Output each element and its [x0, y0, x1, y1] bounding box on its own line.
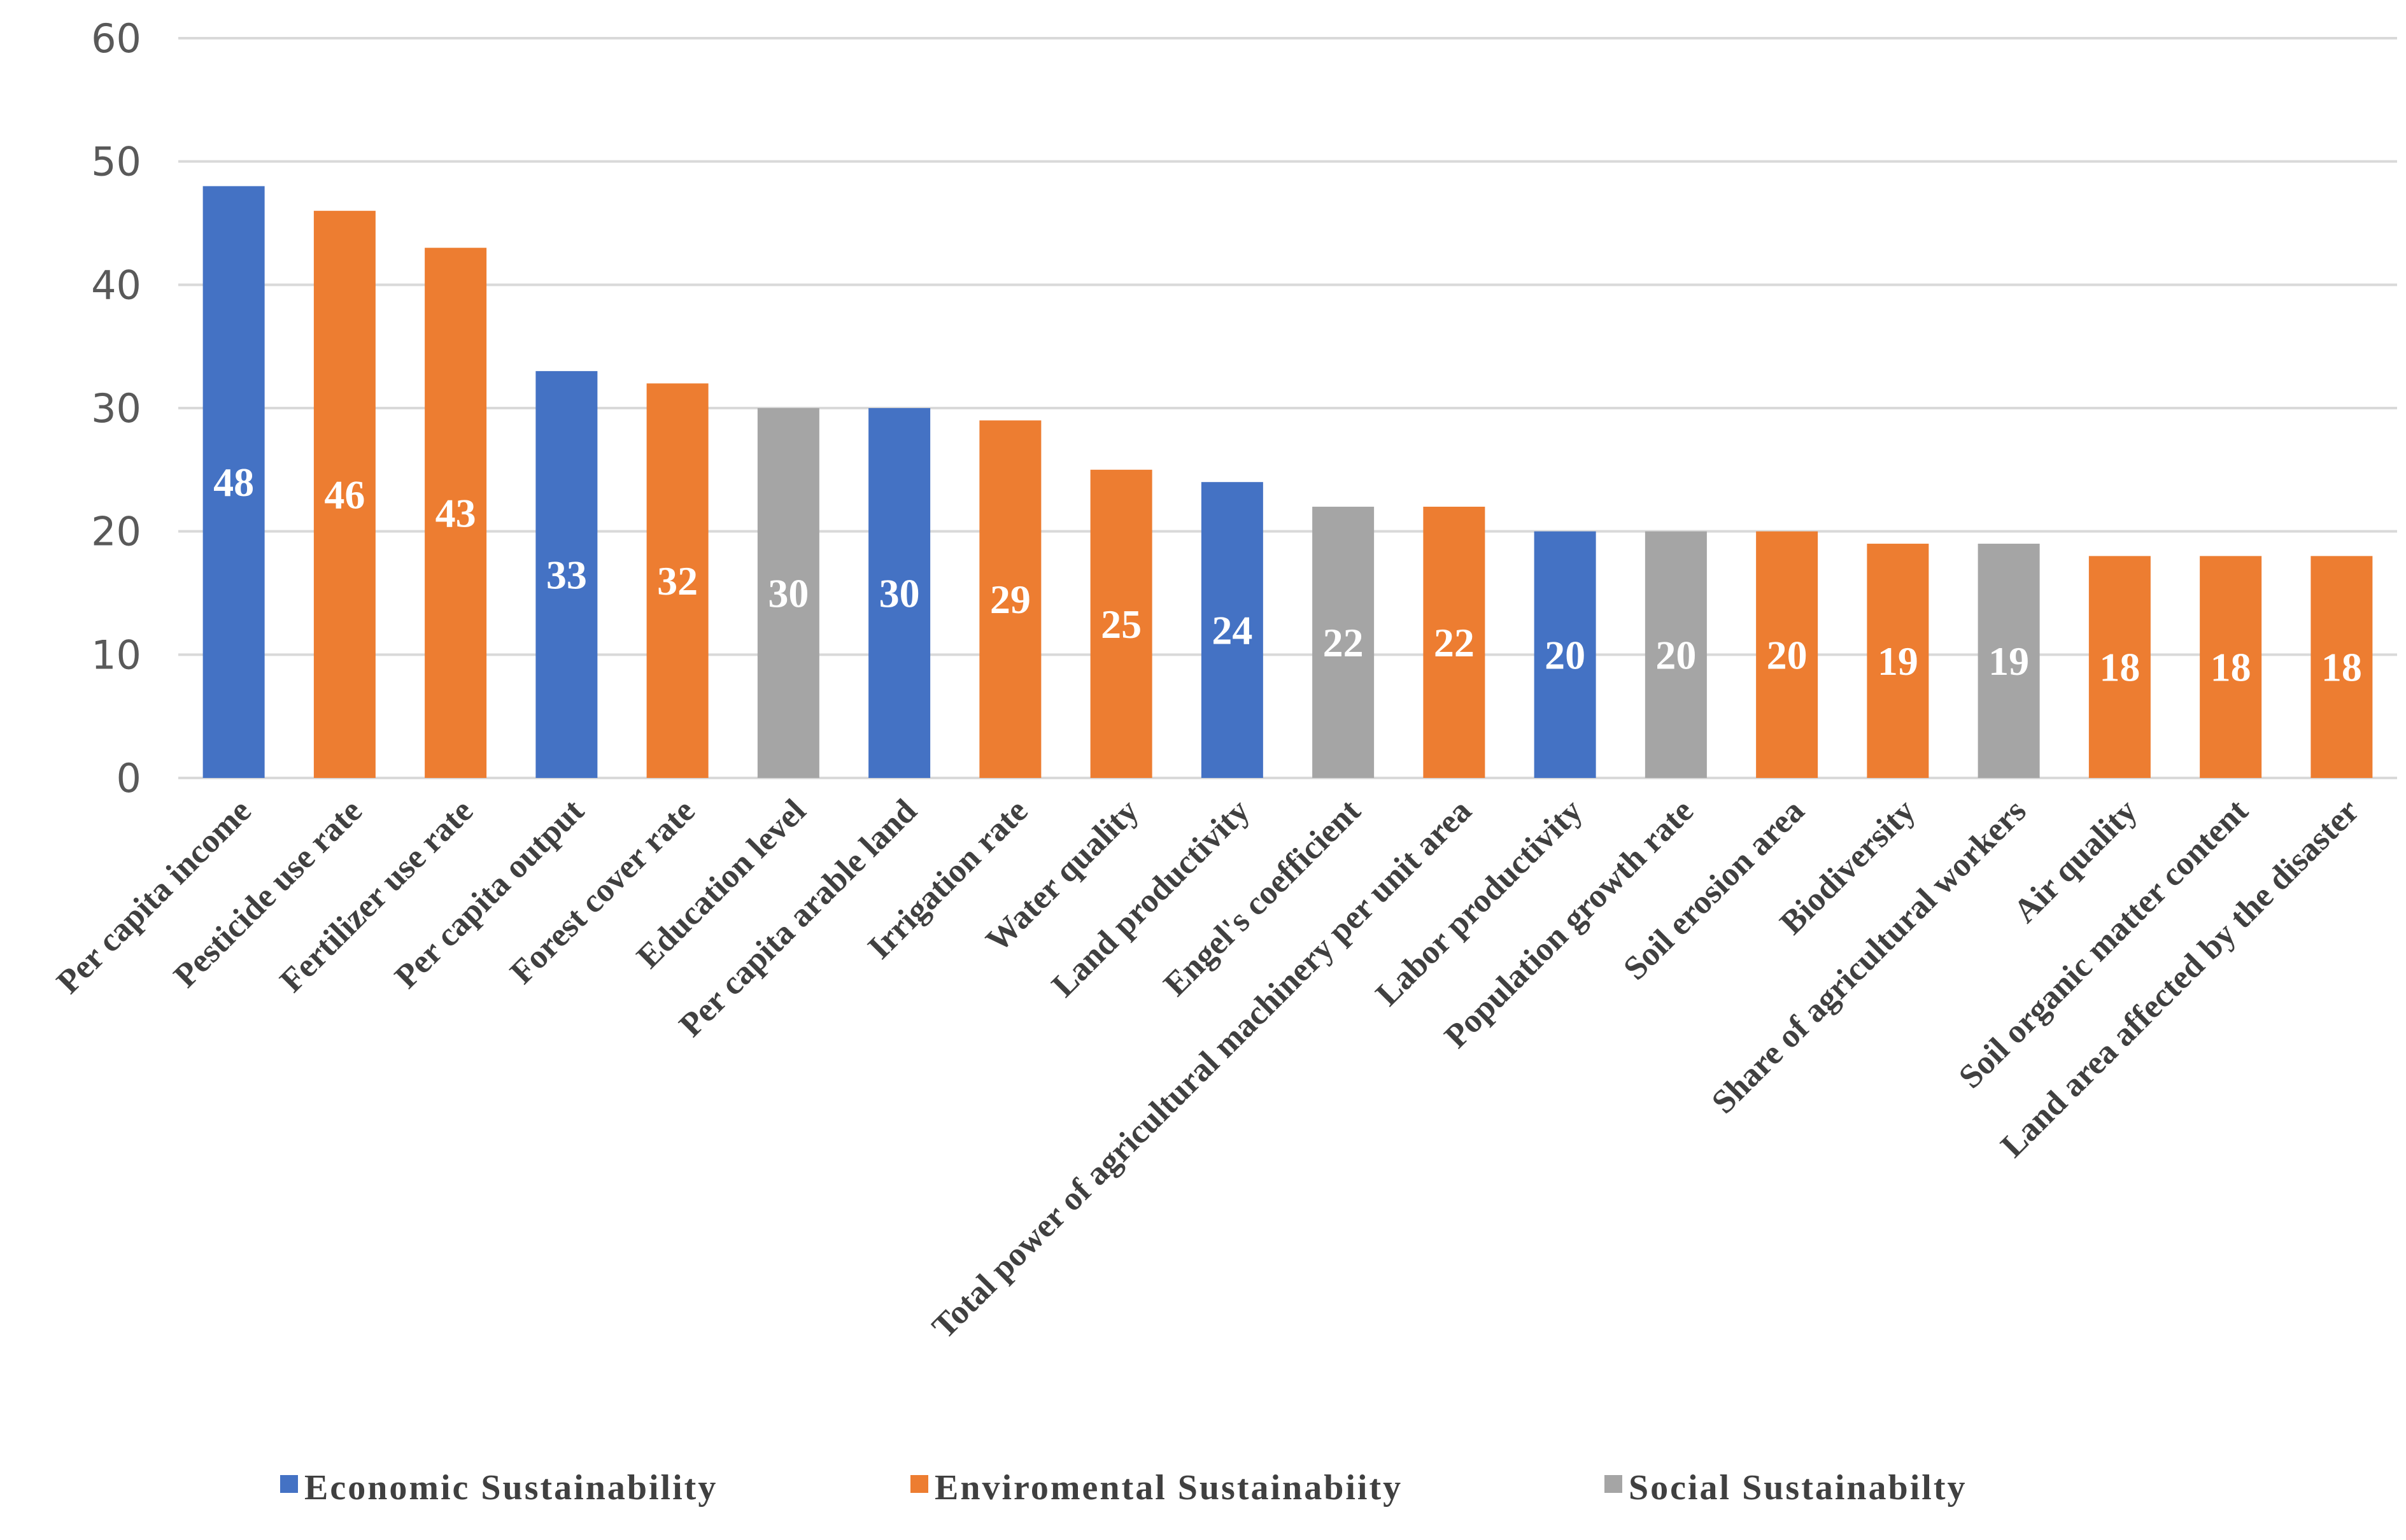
y-axis-ticks: 0 10 20 30 40 50 60 [91, 15, 141, 802]
data-label: 18 [2321, 645, 2362, 690]
bar [1312, 506, 1375, 778]
legend: Economic Sustainability Enviromental Sust… [280, 1468, 1967, 1508]
data-label: 20 [1545, 632, 1585, 677]
data-label: 19 [1878, 639, 1918, 684]
data-label: 20 [1655, 632, 1696, 677]
bar [2088, 556, 2151, 778]
bar [1756, 531, 1818, 778]
bar [202, 186, 265, 778]
x-tick-label: Pesticide use rate [167, 792, 369, 994]
data-label: 18 [2211, 645, 2251, 690]
legend-label: Enviromental Sustainabiity [935, 1468, 1403, 1508]
x-tick-label: Forest cover rate [503, 792, 702, 991]
legend-label: Social Sustainabilty [1629, 1468, 1967, 1508]
data-label: 46 [324, 472, 365, 518]
data-label: 22 [1323, 620, 1364, 665]
data-label: 24 [1212, 608, 1252, 653]
y-tick-label: 20 [91, 509, 141, 555]
y-tick-label: 30 [91, 385, 141, 432]
x-tick-label: Fertilizer use rate [273, 792, 480, 999]
data-label: 19 [1988, 639, 2029, 684]
bar [313, 211, 376, 779]
bar [1090, 469, 1152, 778]
legend-swatch [280, 1475, 298, 1493]
bar [1201, 482, 1263, 778]
bar [535, 371, 598, 778]
data-label: 43 [435, 491, 476, 536]
x-tick-label: Total power of agricultural machinery pe… [925, 792, 1478, 1345]
data-label: 22 [1434, 620, 1475, 665]
bar [425, 248, 487, 778]
data-label: 18 [2099, 645, 2140, 690]
bar [646, 383, 709, 778]
bar [1978, 544, 2040, 778]
bar [2200, 556, 2262, 778]
legend-swatch [910, 1475, 928, 1493]
bar [1423, 506, 1485, 778]
y-tick-label: 60 [91, 15, 141, 62]
bars [202, 186, 2373, 779]
bar [2310, 556, 2373, 778]
x-tick-label: Engel's coefficient [1157, 792, 1368, 1003]
data-label: 33 [546, 552, 587, 597]
bar [1534, 531, 1596, 778]
data-label: 32 [657, 558, 698, 604]
data-label: 29 [990, 577, 1031, 622]
y-tick-label: 0 [117, 755, 141, 802]
x-tick-label: Per capita income [50, 792, 258, 1001]
data-label: 30 [879, 571, 920, 616]
data-label: 25 [1101, 602, 1142, 647]
data-label: 48 [213, 460, 254, 505]
data-label: 30 [768, 571, 809, 616]
legend-label: Economic Sustainability [304, 1468, 718, 1508]
x-tick-label: Per capita output [388, 792, 591, 996]
gridlines [178, 37, 2397, 779]
bar [868, 408, 931, 778]
legend-swatch [1604, 1475, 1622, 1493]
y-tick-label: 50 [91, 139, 141, 185]
data-labels: 48 46 43 33 32 30 30 29 25 24 22 22 20 20 20 19 19 18 18 18 [213, 460, 2362, 689]
bar [1867, 544, 1929, 778]
bar [979, 420, 1042, 778]
y-tick-label: 10 [91, 632, 141, 678]
bar [1645, 531, 1707, 778]
y-tick-label: 40 [91, 262, 141, 308]
data-label: 20 [1767, 632, 1808, 677]
x-tick-label: Labor productivity [1369, 792, 1590, 1013]
bar [757, 408, 819, 778]
x-tick-label: Land productivity [1045, 792, 1257, 1004]
